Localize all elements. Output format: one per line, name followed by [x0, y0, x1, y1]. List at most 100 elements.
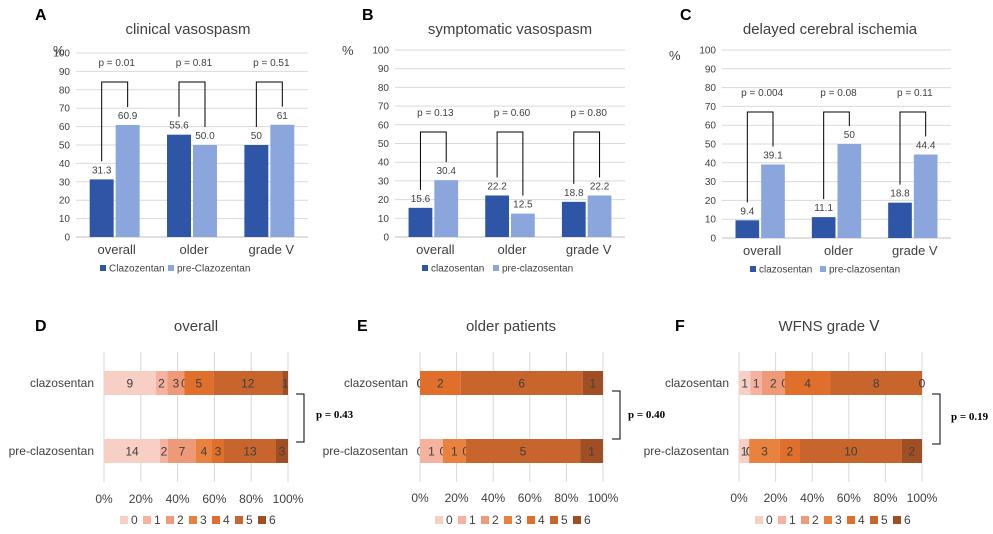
y-tick-label: 0 [64, 233, 70, 244]
legend-label: 2 [177, 513, 184, 527]
segment-label: 0 [919, 377, 926, 391]
y-category-label: clazosentan [30, 376, 94, 390]
y-tick-label: 50 [705, 140, 717, 151]
x-tick-label: 20% [764, 491, 788, 505]
x-tick-label: 40% [800, 491, 824, 505]
segment-label: 3 [173, 377, 180, 391]
legend-swatch [550, 516, 558, 524]
chart-title: older patients [466, 318, 556, 335]
p-value: p = 0.43 [316, 409, 354, 421]
chart-title: WFNS grade Ⅴ [778, 318, 880, 335]
y-tick-label: 40 [705, 158, 717, 169]
y-tick-label: 50 [378, 139, 390, 150]
legend-label: 5 [246, 513, 253, 527]
stacked-segment [739, 439, 750, 463]
p-value: p = 0.81 [176, 58, 213, 69]
bar [761, 164, 785, 238]
legend-swatch [235, 516, 243, 524]
legend-label: 1 [469, 513, 476, 527]
legend-swatch [168, 265, 174, 271]
bar [434, 180, 459, 237]
significance-bracket [899, 111, 927, 185]
significance-bracket [296, 393, 305, 443]
legend-label: 6 [904, 513, 911, 527]
segment-label: 10 [844, 445, 858, 459]
y-tick-label: 50 [59, 141, 71, 152]
bar [811, 217, 836, 238]
legend-swatch [824, 516, 832, 524]
stacked-segment [213, 371, 283, 395]
y-tick-label: 100 [699, 46, 716, 57]
legend-label: 4 [538, 513, 545, 527]
x-tick-label: 40% [166, 492, 190, 506]
legend-swatch [100, 265, 106, 271]
x-tick-label: 100% [273, 492, 304, 506]
segment-label: 1 [753, 377, 760, 391]
legend-label: 0 [131, 513, 138, 527]
y-tick-label: 90 [705, 64, 717, 75]
segment-label: 14 [125, 445, 139, 459]
segment-label: 6 [518, 377, 525, 391]
bar [115, 124, 140, 237]
segment-label: 1 [428, 445, 435, 459]
stacked-segment [224, 439, 276, 463]
chart-title: delayed cerebral ischemia [743, 21, 918, 38]
y-tick-label: 20 [59, 196, 71, 207]
legend-label: clazosentan [431, 264, 484, 275]
segment-label: 2 [908, 445, 915, 459]
data-label: 55.6 [169, 121, 189, 132]
data-label: 61 [277, 111, 289, 122]
y-tick-label: 100 [53, 49, 70, 60]
y-tick-label: 40 [378, 158, 390, 169]
p-value: p = 0.51 [253, 58, 290, 69]
legend-label: 0 [766, 513, 773, 527]
bar [561, 201, 586, 237]
p-value: p = 0.08 [820, 88, 857, 99]
stacked-segment [779, 439, 800, 463]
bar [587, 195, 612, 237]
legend-label: 3 [200, 513, 207, 527]
panel-letter: D [35, 318, 47, 335]
legend-label: Clazozentan [109, 264, 165, 275]
significance-bracket [746, 111, 774, 203]
stacked-segment [420, 371, 461, 395]
y-tick-label: 20 [705, 196, 717, 207]
legend-label: pre-clazosentan [502, 264, 573, 275]
legend-label: 5 [561, 513, 568, 527]
data-label: 44.4 [916, 141, 936, 152]
significance-bracket [496, 131, 524, 196]
p-value: p = 0.11 [897, 88, 933, 99]
x-tick-label: 0% [95, 492, 113, 506]
stacked-segment [465, 439, 581, 463]
legend-label: 5 [881, 513, 888, 527]
legend-swatch [166, 516, 174, 524]
chart-title: symptomatic vasospasm [428, 21, 592, 38]
legend-label: 3 [515, 513, 522, 527]
y-tick-label: 90 [59, 67, 71, 78]
legend-swatch [820, 266, 826, 272]
y-tick-label: 10 [378, 214, 390, 225]
bar [913, 154, 938, 238]
stacked-segment [167, 371, 185, 395]
y-tick-label: 100 [372, 46, 389, 57]
segment-label: 1 [588, 445, 595, 459]
significance-bracket [823, 111, 850, 200]
stacked-segment [749, 439, 780, 463]
segment-label: 5 [520, 445, 527, 459]
y-tick-label: 80 [59, 85, 71, 96]
stacked-segment [276, 439, 288, 463]
bar [837, 144, 862, 238]
x-tick-label: 100% [907, 491, 938, 505]
stacked-segment [784, 371, 831, 395]
data-label: 18.8 [564, 188, 584, 199]
segment-label: 4 [804, 377, 811, 391]
y-category-label: pre-clazosentan [323, 444, 408, 458]
segment-label: 3 [761, 445, 768, 459]
segment-label: 2 [161, 445, 168, 459]
data-label: 30.4 [436, 166, 456, 177]
y-category-label: pre-clazosentan [9, 444, 94, 458]
segment-label: 13 [243, 445, 257, 459]
